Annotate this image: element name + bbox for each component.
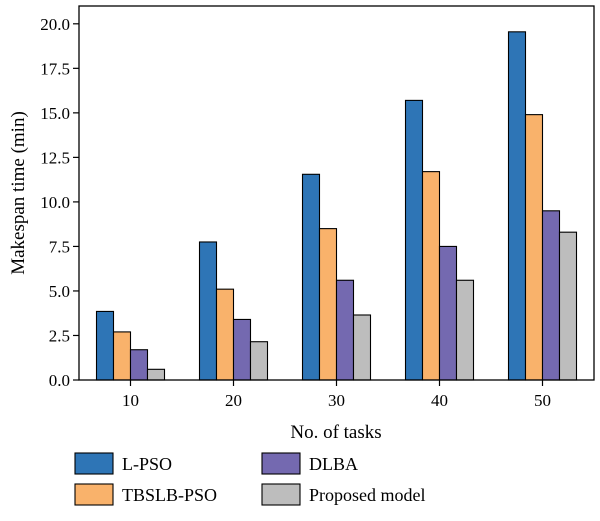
y-tick-label: 10.0 — [40, 193, 70, 212]
y-tick-label: 2.5 — [49, 326, 70, 345]
y-tick-label: 20.0 — [40, 15, 70, 34]
bar-l-pso-40 — [404, 99, 424, 381]
bars-group — [95, 31, 578, 381]
legend-label-dlba: DLBA — [309, 454, 358, 474]
y-tick-label: 12.5 — [40, 148, 70, 167]
bar-proposed-model-50 — [558, 231, 578, 381]
legend-swatch-tbslb-pso — [74, 483, 114, 506]
bar-proposed-model-40 — [455, 279, 475, 381]
legend-label-proposed-model: Proposed model — [309, 485, 426, 505]
bar-dlba-30 — [335, 279, 355, 381]
bar-dlba-20 — [232, 318, 252, 381]
x-axis: 10 20 30 40 50 — [122, 380, 551, 410]
bar-tbslb-pso-10 — [112, 331, 132, 381]
bar-l-pso-50 — [507, 31, 527, 381]
bar-proposed-model-30 — [352, 314, 372, 381]
x-tick-label: 40 — [431, 391, 448, 410]
bar-tbslb-pso-30 — [318, 228, 338, 381]
x-axis-title: No. of tasks — [290, 422, 381, 443]
y-tick-label: 7.5 — [49, 237, 70, 256]
legend-swatch-l-pso — [74, 452, 114, 475]
bar-proposed-model-20 — [249, 341, 269, 381]
legend-swatch-proposed-model — [261, 483, 301, 506]
bar-l-pso-30 — [301, 173, 321, 381]
bar-tbslb-pso-50 — [524, 114, 544, 381]
y-tick-label: 17.5 — [40, 59, 70, 78]
y-axis-title: Makespan time (min) — [8, 111, 29, 275]
legend-label-l-pso: L-PSO — [122, 454, 172, 474]
bar-dlba-50 — [541, 210, 561, 381]
bar-dlba-40 — [438, 245, 458, 381]
y-axis: 0.0 2.5 5.0 7.5 10.0 12.5 15.0 17.5 20.0 — [40, 15, 79, 390]
bar-tbslb-pso-20 — [215, 288, 235, 381]
y-tick-label: 15.0 — [40, 104, 70, 123]
x-tick-label: 10 — [122, 391, 139, 410]
bar-dlba-10 — [129, 349, 149, 381]
bar-l-pso-20 — [198, 241, 218, 381]
y-tick-label: 0.0 — [49, 371, 70, 390]
bar-l-pso-10 — [95, 310, 115, 381]
legend-label-tbslb-pso: TBSLB-PSO — [122, 485, 217, 505]
bar-tbslb-pso-40 — [421, 171, 441, 381]
x-tick-label: 20 — [225, 391, 242, 410]
x-tick-label: 30 — [328, 391, 345, 410]
y-tick-label: 5.0 — [49, 282, 70, 301]
bar-proposed-model-10 — [146, 368, 166, 381]
legend-swatch-dlba — [261, 452, 301, 475]
x-tick-label: 50 — [534, 391, 551, 410]
plot-frame — [78, 5, 595, 381]
legend: L-PSO TBSLB-PSO DLBA Proposed model — [74, 452, 426, 506]
